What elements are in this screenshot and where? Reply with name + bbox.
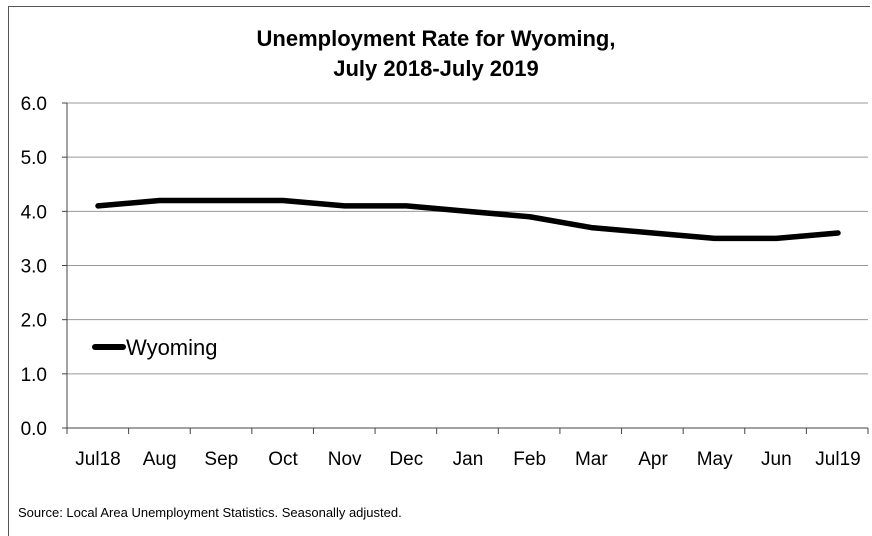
chart-title-line-1: Unemployment Rate for Wyoming, (256, 26, 616, 51)
x-tick-label: Nov (328, 449, 362, 470)
y-tick-label: 1.0 (21, 365, 47, 386)
chart-title: Unemployment Rate for Wyoming, July 2018… (0, 24, 872, 84)
source-note: Source: Local Area Unemployment Statisti… (18, 505, 402, 520)
x-tick-label: Jan (453, 449, 484, 470)
y-tick-label: 5.0 (21, 148, 47, 169)
y-tick-label: 2.0 (21, 311, 47, 332)
x-tick-label: Jul18 (75, 449, 120, 470)
x-tick-label: Apr (638, 449, 668, 470)
x-tick-label: Aug (143, 449, 177, 470)
x-tick-label: Dec (389, 449, 423, 470)
y-tick-label: 6.0 (21, 94, 47, 115)
x-tick-label: May (697, 449, 733, 470)
y-tick-label: 3.0 (21, 257, 47, 278)
chart-frame (8, 6, 870, 536)
x-tick-label: Jun (761, 449, 792, 470)
series-line-wyoming (95, 197, 841, 242)
y-tick-label: 0.0 (21, 419, 47, 440)
x-tick-label: Feb (513, 449, 546, 470)
x-tick-label: Mar (575, 449, 608, 470)
x-tick-label: Jul19 (815, 449, 860, 470)
chart-title-line-2: July 2018-July 2019 (333, 56, 539, 81)
y-tick-label: 4.0 (21, 202, 47, 223)
legend-label: Wyoming (126, 335, 218, 360)
x-tick-label: Sep (204, 449, 238, 470)
x-tick-label: Oct (268, 449, 298, 470)
